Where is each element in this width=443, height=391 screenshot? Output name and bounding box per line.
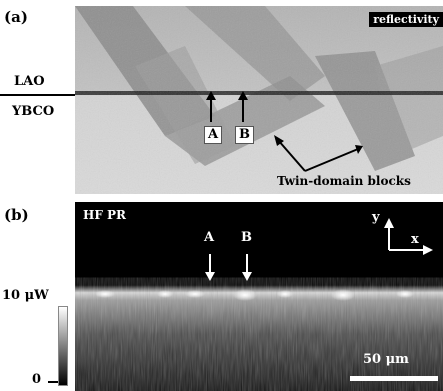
panel-a-label: (a) (4, 8, 28, 26)
interface-line-left (0, 94, 75, 96)
hf-pr-signal (75, 202, 443, 391)
marker-b-label: B (241, 230, 252, 245)
marker-b-chip: B (235, 126, 254, 144)
scale-bar-label: 50 μm (363, 352, 409, 367)
layer-lao-label: LAO (14, 74, 45, 89)
layer-ybco-label: YBCO (12, 104, 55, 119)
colorbar-tick (48, 381, 58, 383)
axis-x-label: x (411, 232, 419, 247)
axis-y-label: y (372, 210, 380, 225)
panel-b-label: (b) (4, 206, 29, 224)
hf-pr-image: HF PR A B y x 50 μm (75, 202, 443, 391)
marker-a-label: A (204, 230, 215, 245)
colorbar-max-label: 10 μW (2, 288, 49, 303)
marker-a-chip: A (204, 126, 223, 144)
hf-pr-tag: HF PR (83, 208, 127, 222)
twin-domain-annotation: Twin-domain blocks (277, 174, 411, 188)
reflectivity-tag: reflectivity (369, 12, 443, 27)
twin-domain-blocks-shapes (75, 6, 443, 194)
reflectivity-image: A B Twin-domain blocks reflectivity (75, 6, 443, 194)
scale-bar (350, 376, 438, 381)
colorbar (58, 306, 68, 386)
colorbar-min-label: 0 (32, 372, 42, 387)
